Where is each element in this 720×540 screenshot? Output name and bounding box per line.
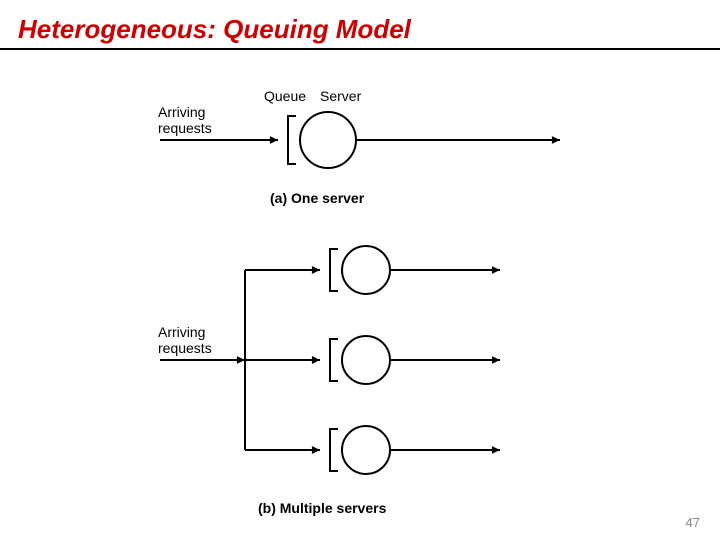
title-underline [0, 48, 720, 50]
arriving-requests-label-b: Arrivingrequests [158, 324, 212, 356]
diagram-b-svg [0, 220, 720, 520]
diagram-a-svg [0, 60, 720, 240]
diagram-area: Arrivingrequests Queue Server (a) One se… [0, 60, 720, 520]
slide-title: Heterogeneous: Queuing Model [18, 14, 411, 45]
caption-b: (b) Multiple servers [258, 500, 386, 516]
server-label: Server [320, 88, 361, 104]
queue-label: Queue [264, 88, 306, 104]
caption-a: (a) One server [270, 190, 364, 206]
page-number: 47 [686, 515, 700, 530]
arriving-requests-label-a: Arrivingrequests [158, 104, 212, 136]
